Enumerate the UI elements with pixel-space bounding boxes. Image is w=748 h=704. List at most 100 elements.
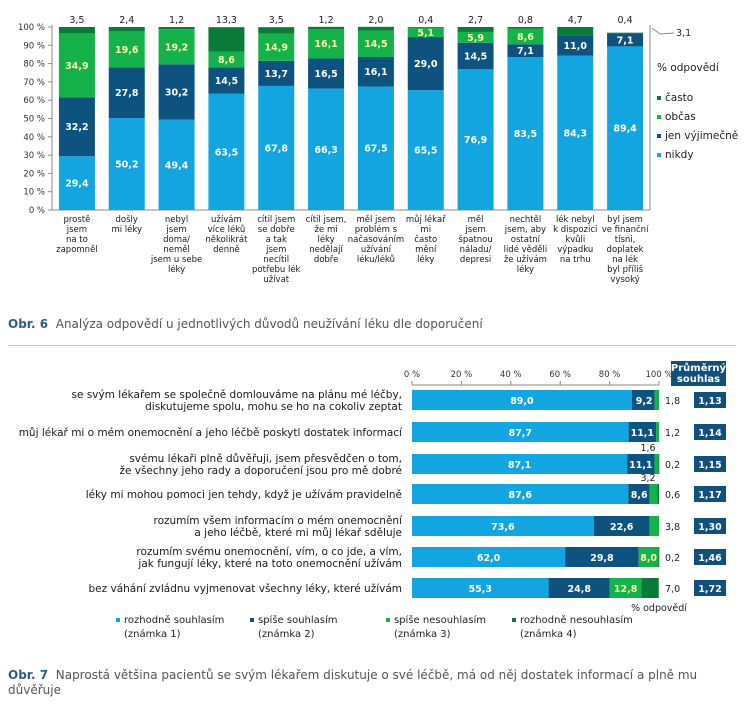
bar-value-label: 0,2 [665, 460, 680, 471]
category-label: více léků [208, 224, 246, 235]
category-label: mi [420, 225, 431, 235]
bar-value-label: 14,5 [364, 39, 387, 50]
bar-value-label: 89,4 [613, 124, 637, 135]
legend-label: jen výjimečně [664, 130, 738, 142]
category-label: užívání [361, 245, 392, 255]
bar-value-label: 8,6 [218, 55, 235, 66]
bar-segment [627, 454, 655, 474]
category-label: načasováním [348, 234, 404, 245]
bar-segment [565, 547, 639, 567]
bar-segment [507, 27, 544, 29]
category-label: nebyl [165, 215, 188, 225]
category-label: výpadku [557, 245, 593, 255]
category-label: došly [116, 214, 138, 225]
bar-top-label: 4,7 [568, 15, 583, 26]
legend-swatch [657, 96, 661, 100]
bar-segment [457, 31, 494, 43]
bar-top-label: 1,2 [319, 15, 334, 26]
average-value: 1,46 [698, 553, 722, 564]
bar-value-label: 27,8 [115, 88, 139, 99]
figure7-caption-text: Naprostá většina pacientů se svým lékaře… [8, 668, 698, 697]
bar-top-label: 3,5 [69, 15, 84, 26]
average-value: 1,13 [698, 396, 721, 407]
bar-value-label: 22,6 [610, 522, 634, 533]
figure7-caption-number: Obr. 7 [8, 668, 49, 682]
category-label: k dispozici [553, 225, 597, 235]
bar-value-label: 5,9 [467, 33, 484, 44]
bar-segment [158, 119, 195, 210]
category-label: cítil jsem [257, 215, 295, 225]
y-tick-label: 100 % [18, 23, 45, 33]
x-tick-label: 80 % [599, 370, 621, 380]
x-tick-label: 20 % [451, 370, 473, 380]
y-tick-label: 80 % [23, 60, 45, 70]
bar-value-label: 14,5 [464, 52, 487, 63]
bar-segment [507, 28, 544, 45]
bar-value-label: 11,1 [629, 460, 652, 471]
category-label: jsem [265, 245, 286, 255]
bar-segment [412, 547, 566, 567]
row-label: a jeho léčbě, které mi můj lékař sděluje [194, 527, 402, 539]
bar-segment [208, 51, 245, 68]
y-tick-label: 70 % [23, 78, 45, 88]
category-label: vysoký [610, 275, 639, 285]
bar-value-label: 29,0 [414, 59, 438, 70]
bar-segment [649, 484, 658, 504]
bar-value-label: 87,6 [508, 490, 532, 501]
bar-value-label: 16,1 [364, 67, 387, 78]
category-label: že užívám [504, 255, 547, 265]
category-label: léky [517, 264, 534, 275]
bar-segment [308, 88, 345, 210]
bar-segment [548, 578, 610, 598]
bar-segment [657, 484, 659, 504]
category-label: několikrát [205, 235, 248, 245]
category-label: léky [168, 264, 185, 275]
bar-segment [507, 57, 544, 210]
bar-value-label: 19,6 [115, 45, 139, 56]
bar-value-label: 73,6 [491, 522, 515, 533]
average-badge [694, 392, 726, 408]
bar-top-label: 3,5 [269, 15, 284, 26]
category-label: nedělají [309, 245, 343, 255]
bar-segment [457, 42, 494, 70]
average-badge [694, 580, 726, 596]
category-label: můj lékař [406, 214, 446, 225]
figure6-caption-number: Obr. 6 [8, 317, 49, 331]
average-value: 1,72 [698, 584, 721, 595]
bar-segment [208, 67, 245, 94]
legend-swatch [657, 153, 661, 157]
bar-value-label: 3,2 [640, 473, 655, 484]
category-label: lidé věděli [504, 244, 548, 255]
bar-value-label: 87,1 [508, 460, 531, 471]
bar-segment [407, 27, 444, 38]
bar-value-label: 11,1 [631, 428, 654, 439]
row-label: se svým lékařem se společně domlouváme n… [72, 389, 402, 401]
category-label: tísni, [615, 235, 636, 245]
bar-value-label: 5,1 [417, 28, 434, 39]
bar-segment [158, 64, 195, 120]
bar-value-label: 19,2 [165, 42, 188, 53]
extra-label-leader [651, 27, 675, 35]
bar-segment [357, 86, 394, 210]
bar-top-label: 2,4 [119, 15, 134, 26]
row-label: můj lékař mi o mém onemocnění a jeho léč… [19, 427, 403, 439]
average-value: 1,15 [698, 460, 721, 471]
bar-segment [654, 390, 659, 410]
figure-divider [8, 345, 736, 346]
bar-segment [357, 26, 394, 31]
average-header-box [671, 361, 726, 386]
bar-segment [607, 46, 644, 211]
y-tick-label: 40 % [23, 133, 45, 143]
bar-segment [457, 27, 494, 32]
legend-swatch [250, 618, 254, 622]
legend-label: spíše souhlasím [258, 614, 338, 626]
category-label: byl jsem [607, 215, 643, 225]
bar-segment [208, 27, 245, 52]
bar-value-label: 1,2 [665, 428, 680, 439]
legend-label: občas [665, 111, 696, 123]
unit-label: % odpovědí [631, 603, 687, 614]
bar-segment [108, 31, 145, 68]
legend-swatch [657, 115, 661, 119]
category-label: špatnou [458, 234, 492, 245]
bar-top-label: 0,8 [518, 15, 533, 26]
